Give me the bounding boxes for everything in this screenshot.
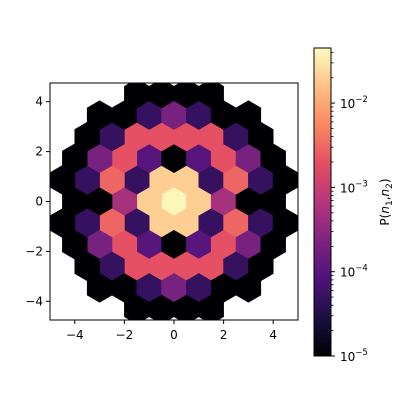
hexbin-cell [235,100,262,130]
colorbar-tick-label: 10−3 [340,179,368,195]
hexbin-cell [198,83,224,109]
colorbar-tick-label: 10−2 [340,95,368,111]
x-tick-label: 0 [170,328,178,342]
hexbin-cell [86,273,113,303]
hexbin-cell [235,273,262,303]
y-axis: −4 −2 0 2 4 [25,95,50,308]
colorbar: 10−5 10−4 10−3 10−2 P(n1,n2) [313,47,395,364]
x-tick-label: 2 [220,328,228,342]
colorbar-tick-label: 10−5 [340,348,368,364]
hexbin-cell [86,100,113,130]
colorbar-label: P(n1,n2) [378,178,395,225]
hexbin-cell [198,294,224,320]
colorbar-tick-label: 10−4 [340,264,368,280]
x-tick-label: −4 [66,328,84,342]
hexbin-cells [50,83,298,320]
x-tick-label: −2 [116,328,134,342]
colorbar-frame [313,47,332,357]
y-tick-label: −2 [25,244,43,258]
x-axis: −4 −2 0 2 4 [66,320,277,342]
colorbar-gradient [314,48,331,356]
y-tick-label: −4 [25,294,43,308]
y-tick-label: 4 [35,95,43,109]
y-tick-label: 0 [35,195,43,209]
y-tick-label: 2 [35,145,43,159]
x-tick-label: 4 [269,328,277,342]
colorbar-ticks: 10−5 10−4 10−3 10−2 [331,51,368,364]
